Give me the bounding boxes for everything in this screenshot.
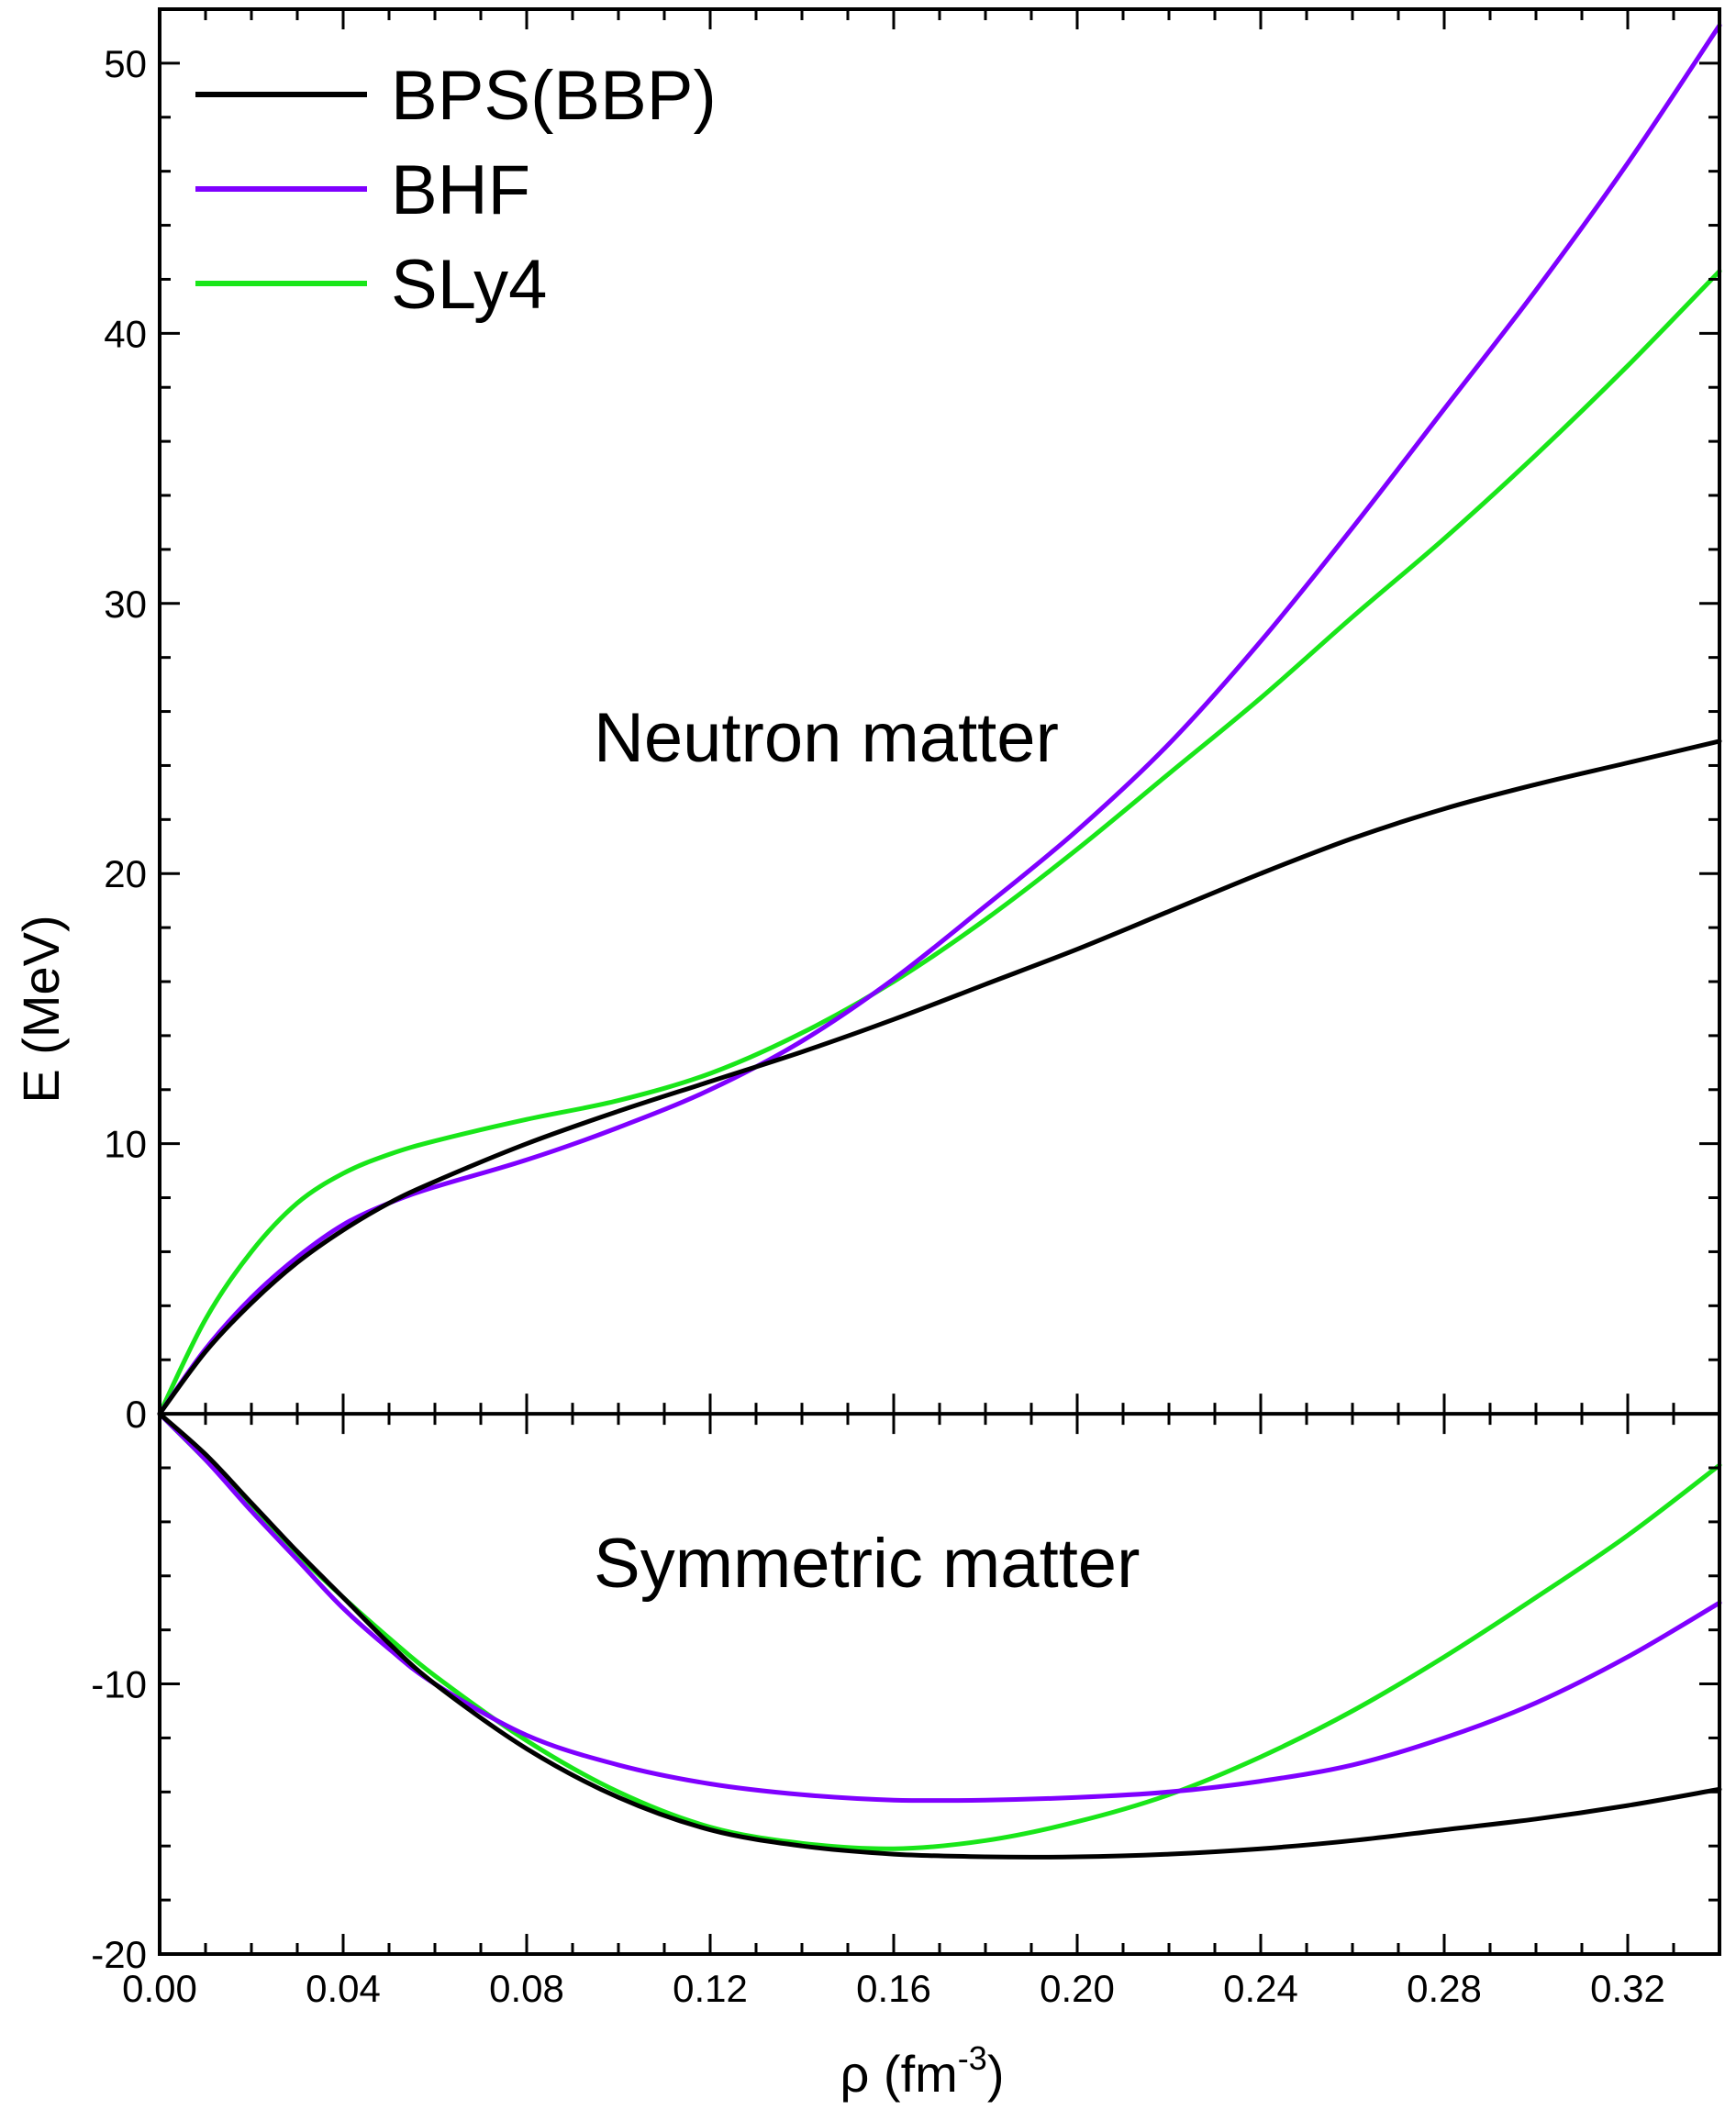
x-tick-label: 0.12 [673, 1967, 748, 2010]
y-axis-label: E (MeV) [12, 915, 70, 1103]
x-tick-label: 0.32 [1590, 1967, 1665, 2010]
x-tick-label: 0.16 [856, 1967, 931, 2010]
legend: BPS(BBP) BHF SLy4 [195, 57, 717, 324]
x-tick-label: 0.00 [122, 1967, 197, 2010]
x-axis-label-sup: -3 [958, 2039, 987, 2077]
y-tick-label: -10 [91, 1663, 147, 1706]
series-line-sly4-neutron [157, 269, 1722, 1416]
legend-label: BPS(BBP) [391, 57, 717, 135]
axes-layer [158, 7, 1721, 1956]
ticklabels-layer: 0.00 0.04 0.08 0.12 0.16 0.20 0.24 0.28 0.32 -20 -… [91, 42, 1665, 2010]
y-tick-label: 0 [126, 1393, 147, 1436]
x-tick-label: 0.08 [489, 1967, 564, 2010]
x-axis-label: ρ (fm-3) [840, 2039, 1005, 2103]
y-tick-label: -20 [91, 1933, 147, 1976]
annotation-neutron-matter: Neutron matter [594, 699, 1059, 777]
y-tick-label: 20 [104, 852, 147, 895]
x-tick-label: 0.20 [1040, 1967, 1115, 2010]
series-line-bhf-symmetric [157, 1411, 1722, 1804]
annotation-symmetric-matter: Symmetric matter [594, 1525, 1140, 1603]
legend-label: BHF [391, 151, 530, 229]
x-axis-label-main: ρ (fm [840, 2045, 958, 2103]
y-tick-label: 30 [104, 583, 147, 626]
y-tick-label: 10 [104, 1123, 147, 1166]
x-tick-label: 0.04 [306, 1967, 381, 2010]
series-line-bhf-neutron [157, 23, 1722, 1416]
series-line-sly4-symmetric [157, 1411, 1722, 1851]
x-tick-label: 0.28 [1407, 1967, 1482, 2010]
y-tick-label: 40 [104, 312, 147, 355]
series-layer [157, 23, 1722, 1860]
series-line-bps-bbp-neutron [157, 738, 1722, 1416]
x-axis-label-close: ) [987, 2045, 1005, 2103]
legend-label: SLy4 [391, 246, 547, 324]
x-tick-label: 0.24 [1223, 1967, 1298, 2010]
y-tick-label: 50 [104, 42, 147, 85]
series-line-bps-bbp-symmetric [157, 1411, 1722, 1860]
